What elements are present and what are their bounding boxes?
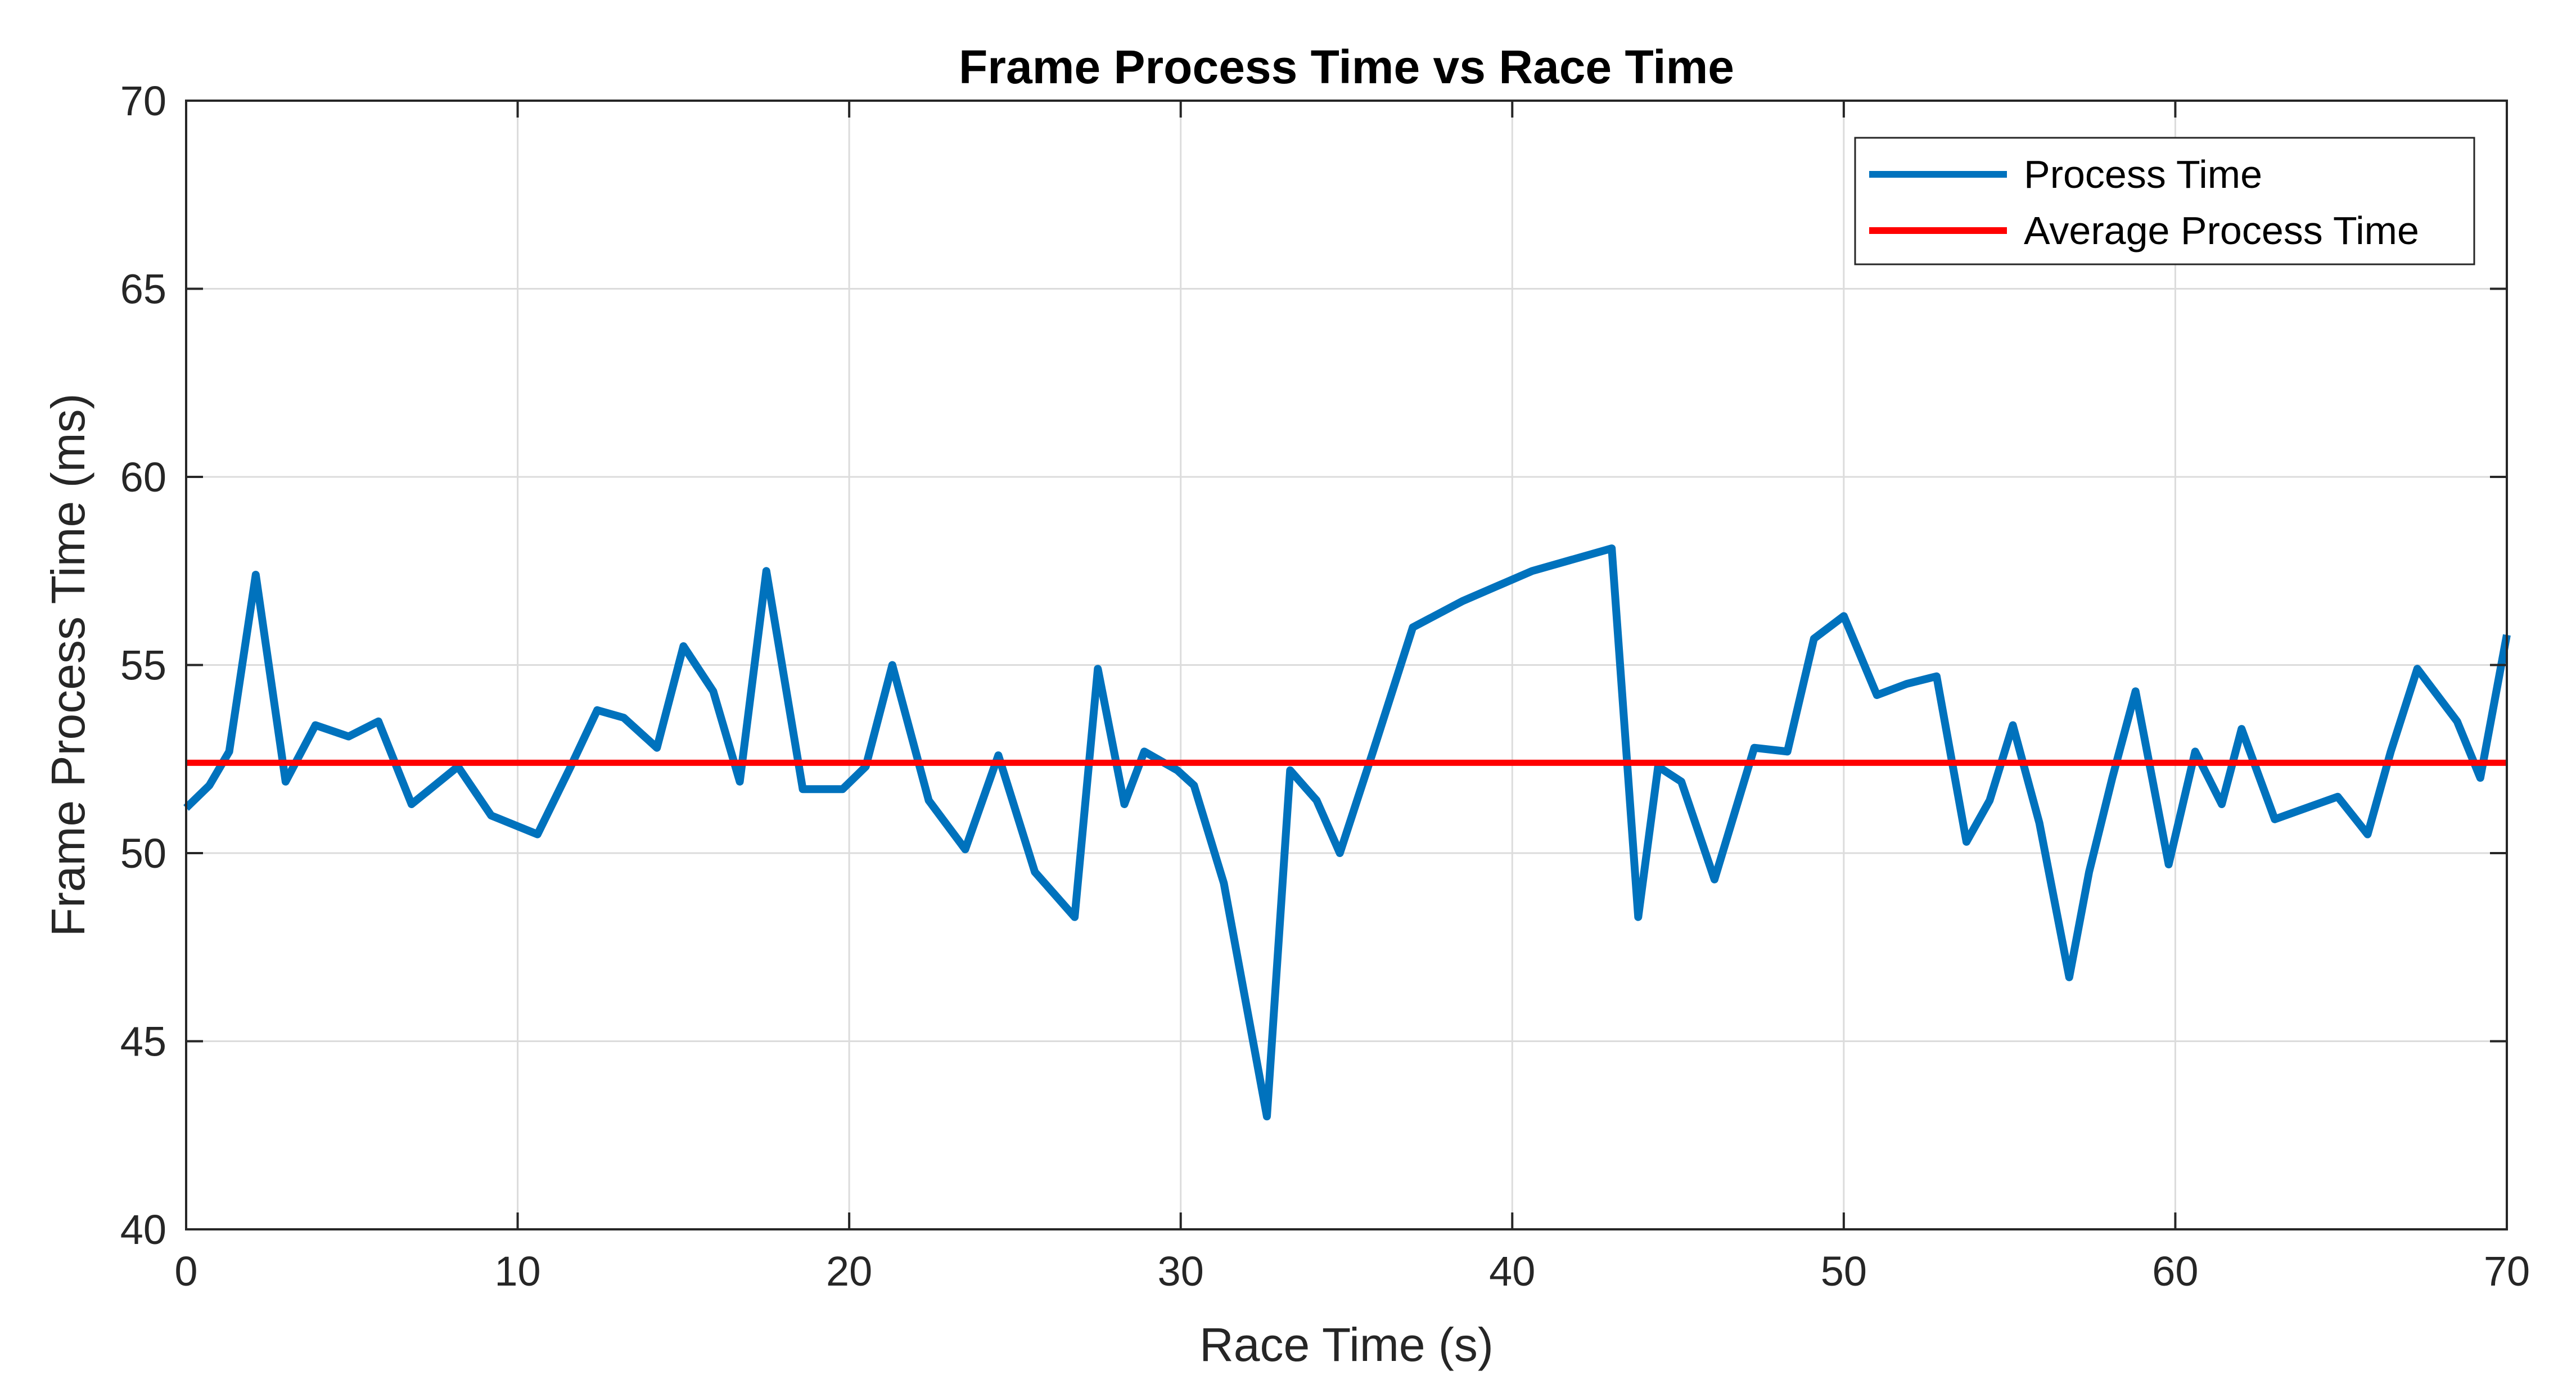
x-tick-label: 60 (2152, 1248, 2198, 1295)
y-axis-label: Frame Process Time (ms) (42, 393, 94, 936)
y-tick-label: 40 (120, 1206, 166, 1253)
x-axis-label: Race Time (s) (1199, 1318, 1494, 1371)
legend-label-process-time: Process Time (2024, 152, 2262, 196)
legend: Process Time Average Process Time (1854, 137, 2475, 265)
y-tick-label: 55 (120, 642, 166, 689)
x-tick-label: 70 (2484, 1248, 2530, 1295)
x-tick-label: 0 (174, 1248, 197, 1295)
series-layer (183, 544, 2511, 1121)
x-tick-label: 50 (1821, 1248, 1867, 1295)
x-tick-label: 30 (1158, 1248, 1204, 1295)
chart-title: Frame Process Time vs Race Time (959, 40, 1734, 93)
y-tick-label: 45 (120, 1018, 166, 1065)
x-tick-label: 10 (494, 1248, 540, 1295)
legend-box (1854, 137, 2475, 265)
axis-ticks: 0 10 20 30 40 50 60 70 40 45 50 55 60 65 70 (120, 78, 2530, 1295)
grid (186, 101, 2507, 1229)
legend-label-average-process-time: Average Process Time (2024, 209, 2419, 253)
y-tick-label: 65 (120, 266, 166, 313)
x-tick-label: 40 (1489, 1248, 1535, 1295)
process-time-line (183, 544, 2511, 1121)
y-tick-label: 70 (120, 78, 166, 124)
x-tick-label: 20 (826, 1248, 872, 1295)
y-tick-label: 60 (120, 454, 166, 501)
y-tick-label: 50 (120, 830, 166, 877)
